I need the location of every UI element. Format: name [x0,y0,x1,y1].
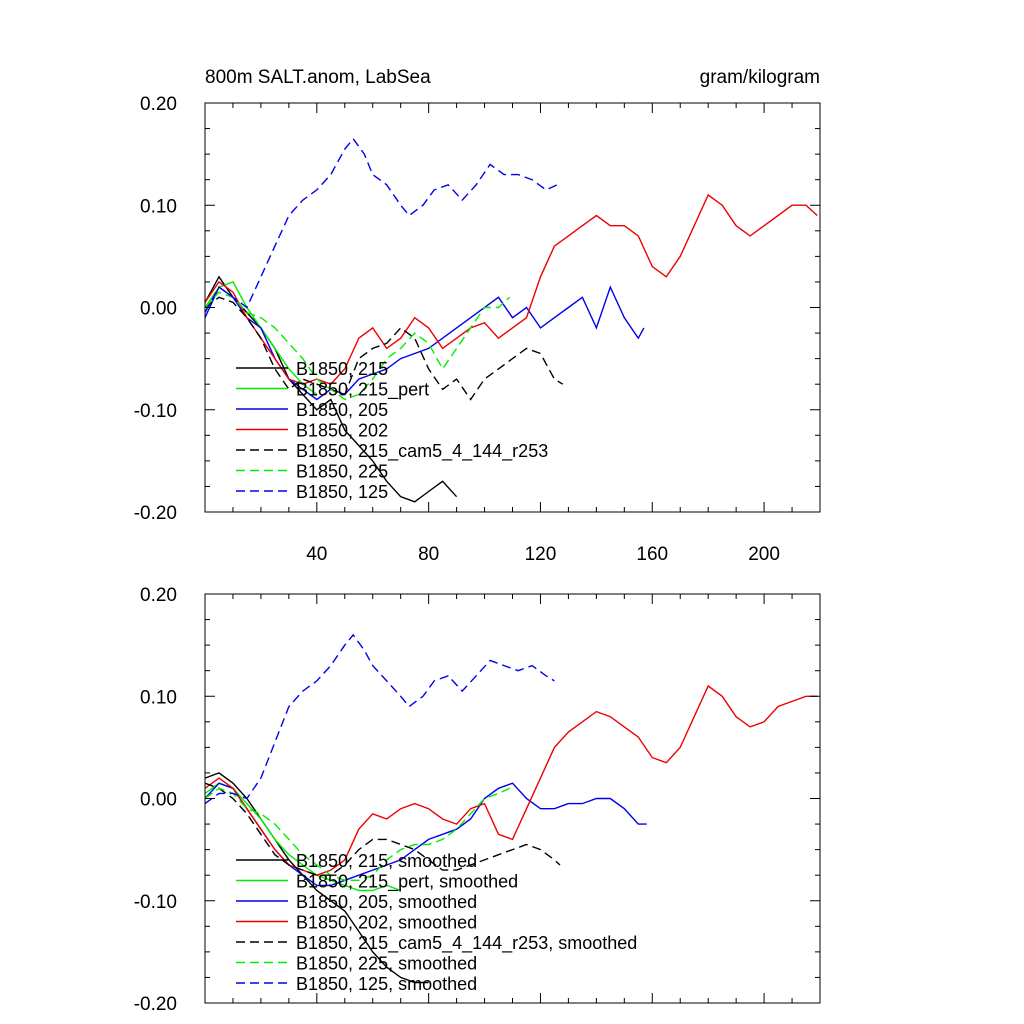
y-tick-label: 0.10 [140,687,177,708]
series-line [204,782,401,892]
series-group [204,633,818,984]
legend-label: B1850, 215_cam5_4_144_r253 [296,441,548,462]
legend-label: B1850, 205 [296,400,388,420]
legend-label: B1850, 215_pert [296,380,429,401]
x-tick-label: 40 [306,544,327,565]
units-label: gram/kilogram [700,67,820,88]
series-line [204,787,510,881]
legend-label: B1850, 215_cam5_4_144_r253, smoothed [296,933,637,954]
series-line [204,782,561,876]
legend-label: B1850, 225 [296,462,388,482]
legend-label: B1850, 215_pert, smoothed [296,872,518,893]
chart-title: 800m SALT.anom, LabSea [205,67,431,88]
legend-label: B1850, 125 [296,482,388,502]
x-tick-label: 120 [525,544,557,565]
y-tick-label: -0.10 [134,401,177,422]
x-tick-label: 200 [748,544,780,565]
legend-label: B1850, 202 [296,421,388,441]
legend-label: B1850, 215, smoothed [296,851,477,871]
series-line [204,296,564,401]
y-tick-label: 0.00 [140,299,177,320]
y-tick-label: 0.20 [140,585,177,606]
series-group [204,137,818,503]
top-panel: 800m SALT.anom, LabSea gram/kilogram 0.2… [134,67,821,565]
y-tick-label: -0.10 [134,892,177,913]
series-line [204,193,818,386]
x-tick-label: 80 [418,544,439,565]
legend-label: B1850, 202, smoothed [296,913,477,933]
series-line [204,633,555,805]
series-line [204,772,429,984]
x-tick-label: 160 [636,544,668,565]
legend-label: B1850, 125, smoothed [296,974,477,994]
y-tick-label: 0.10 [140,196,177,217]
y-tick-label: -0.20 [134,994,177,1015]
series-line [204,137,558,313]
legend-label: B1850, 215 [296,359,388,379]
y-tick-label: 0.20 [140,94,177,115]
y-tick-label: 0.00 [140,790,177,811]
series-line [204,291,511,401]
legend-label: B1850, 225, smoothed [296,954,477,974]
series-line [204,684,818,876]
bottom-panel: 0.20 0.10 0.00 -0.10 -0.20 B1850, 215, smooth… [134,585,821,1015]
y-tick-label: -0.20 [134,503,177,524]
legend-label: B1850, 205, smoothed [296,892,477,912]
